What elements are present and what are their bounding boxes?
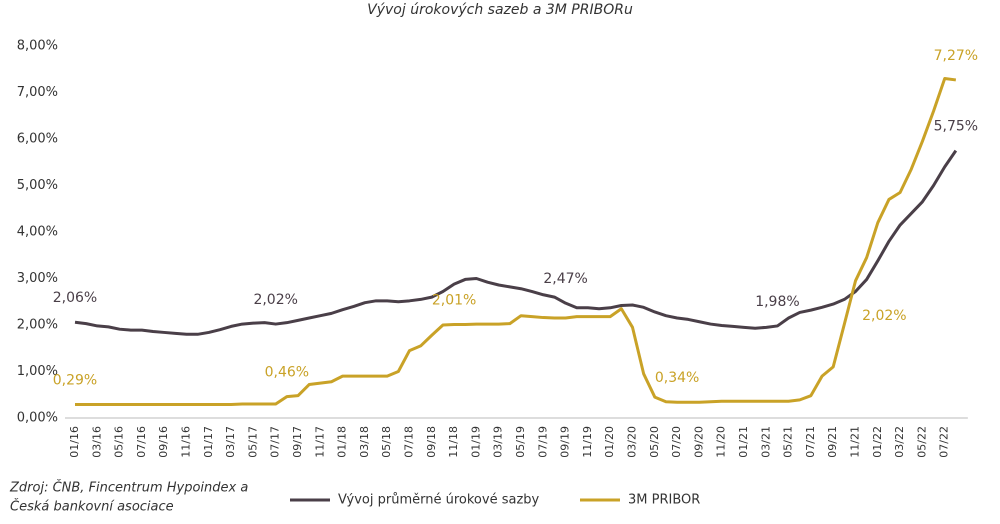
x-tick-label: 03/16 — [90, 426, 103, 458]
x-tick-label: 05/21 — [782, 426, 795, 458]
x-tick-label: 05/20 — [648, 426, 661, 458]
series-line — [74, 149, 958, 336]
x-tick-label: 09/18 — [425, 426, 438, 458]
x-tick-label: 09/21 — [826, 426, 839, 458]
data-label: 7,27% — [934, 48, 978, 64]
y-tick-label: 7,00% — [17, 85, 58, 100]
y-tick-label: 6,00% — [17, 132, 58, 147]
x-tick-label: 09/17 — [291, 426, 304, 458]
x-tick-label: 03/20 — [626, 426, 639, 458]
x-tick-label: 09/19 — [559, 426, 572, 458]
x-tick-label: 01/19 — [469, 426, 482, 458]
source: Zdroj: ČNB, Fincentrum Hypoindex a — [9, 480, 248, 496]
x-tick-label: 11/18 — [447, 426, 460, 458]
x-tick-label: 07/21 — [804, 426, 817, 458]
x-tick-label: 07/16 — [135, 426, 148, 458]
data-label: 0,34% — [655, 370, 699, 386]
x-tick-label: 03/18 — [358, 426, 371, 458]
data-label: 5,75% — [934, 119, 978, 135]
y-tick-label: 5,00% — [17, 178, 58, 193]
x-tick-label: 05/22 — [915, 426, 928, 458]
x-tick-label: 05/19 — [514, 426, 527, 458]
x-tick-label: 09/20 — [692, 426, 705, 458]
x-tick-label: 11/19 — [581, 426, 594, 458]
y-tick-label: 0,00% — [17, 411, 58, 426]
x-tick-label: 03/22 — [893, 426, 906, 458]
data-label: 2,02% — [253, 292, 297, 308]
x-tick-label: 07/19 — [536, 426, 549, 458]
data-label: 0,29% — [53, 373, 97, 389]
x-tick-label: 01/20 — [603, 426, 616, 458]
source: Česká bankovní asociace — [10, 499, 174, 515]
x-tick-label: 11/17 — [313, 426, 326, 458]
x-tick-label: 05/17 — [246, 426, 259, 458]
chart-title: Vývoj úrokových sazeb a 3M PRIBORu — [367, 2, 633, 18]
x-tick-label: 03/21 — [759, 426, 772, 458]
x-tick-label: 07/18 — [403, 426, 416, 458]
y-tick-label: 1,00% — [17, 364, 58, 379]
x-tick-label: 05/18 — [380, 426, 393, 458]
x-tick-label: 05/16 — [113, 426, 126, 458]
x-tick-label: 01/17 — [202, 426, 215, 458]
y-tick-label: 8,00% — [17, 39, 58, 54]
y-tick-label: 4,00% — [17, 225, 58, 240]
y-tick-label: 2,00% — [17, 318, 58, 333]
x-tick-label: 03/19 — [492, 426, 505, 458]
series-line — [75, 77, 957, 407]
data-label: 2,01% — [432, 293, 476, 309]
data-label: 2,47% — [543, 271, 587, 287]
x-tick-label: 09/16 — [157, 426, 170, 458]
x-tick-label: 11/20 — [715, 426, 728, 458]
x-tick-label: 01/22 — [871, 426, 884, 458]
x-tick-label: 01/16 — [68, 426, 81, 458]
x-tick-label: 03/17 — [224, 426, 237, 458]
x-tick-label: 07/20 — [670, 426, 683, 458]
x-tick-label: 11/21 — [849, 426, 862, 458]
x-tick-label: 07/22 — [938, 426, 951, 458]
data-label: 1,98% — [755, 294, 799, 310]
data-label: 2,06% — [53, 290, 97, 306]
x-tick-label: 11/16 — [180, 426, 193, 458]
x-tick-label: 07/17 — [269, 426, 282, 458]
x-tick-label: 01/18 — [336, 426, 349, 458]
x-tick-label: 01/21 — [737, 426, 750, 458]
legend-label: Vývoj průměrné úrokové sazby — [338, 493, 540, 508]
data-label: 0,46% — [265, 365, 309, 381]
data-label: 2,02% — [862, 308, 906, 324]
legend-label: 3M PRIBOR — [628, 493, 700, 508]
y-tick-label: 3,00% — [17, 271, 58, 286]
